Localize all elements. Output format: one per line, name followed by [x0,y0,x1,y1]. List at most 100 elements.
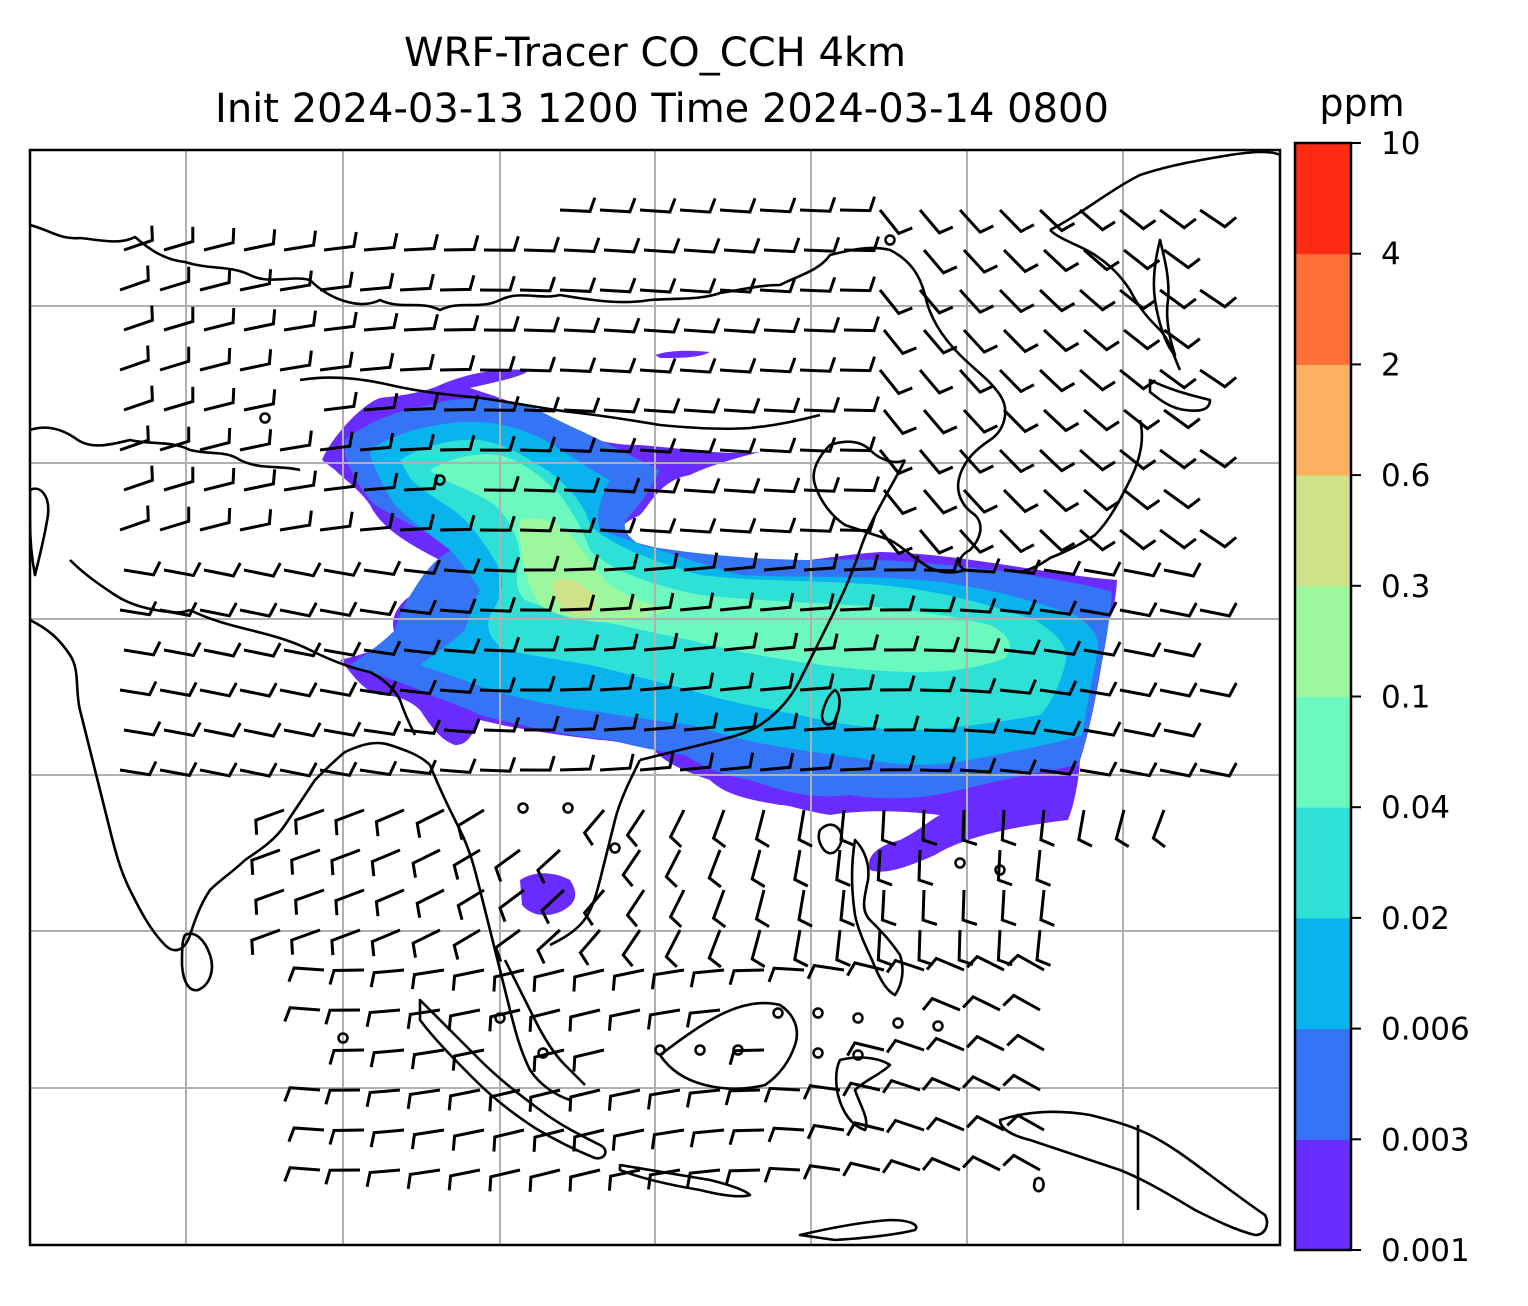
coast-pakistan-border [69,559,191,614]
wind-barb [603,317,641,334]
calm-wind-marker [994,864,1006,876]
wind-barb [719,277,757,294]
wind-barb [846,1121,885,1137]
wind-barb [578,929,602,966]
wind-barb [883,715,920,732]
wind-barb [199,267,232,292]
wind-barb [399,433,435,452]
coast-north-eurasia [30,223,927,312]
wind-barb [999,679,1037,695]
wind-barb [962,994,1001,1012]
wind-barb [799,356,837,373]
wind-barb [488,1168,521,1192]
wind-barb [611,1128,645,1151]
wind-barb [399,513,435,532]
wind-barb [711,809,727,849]
wind-barb [203,562,242,578]
wind-barb [479,355,516,372]
calm-wind-marker [494,1012,506,1024]
wind-barb [639,197,677,214]
wind-barb [999,599,1037,615]
wind-barb [685,1008,721,1028]
wind-barb [759,752,795,772]
wind-barb [323,311,358,332]
wind-barb [328,1048,365,1065]
wind-barb [1119,602,1158,618]
wind-barb [456,808,485,841]
wind-barb [599,437,637,454]
wind-barb [759,437,797,454]
wind-barb [279,350,313,372]
wind-barb [839,356,876,373]
wind-barb [719,592,755,612]
wind-barb [839,674,875,692]
wind-barb [1003,639,1041,655]
wind-barb [1083,328,1120,352]
wind-barb [159,426,191,452]
wind-barb [799,196,837,213]
wind-barb [479,756,517,773]
wind-barb [199,682,238,698]
wind-barb [452,848,481,880]
wind-barb [406,1008,441,1030]
wind-barb [1002,408,1039,434]
map-frame [28,148,1282,1247]
colorbar-segment [1295,1139,1351,1251]
wind-barb [799,673,835,692]
wind-barb [917,929,934,967]
colorbar-tick-label: 2 [1381,347,1401,383]
coast-korea-china-border [923,294,1007,572]
wind-barb [563,554,600,572]
calm-wind-marker [434,474,446,486]
calm-wind-marker [694,1044,706,1056]
wind-barb [883,635,920,652]
wind-barb [719,437,757,454]
wind-barb [1163,328,1201,350]
wind-barb [1123,248,1161,271]
wind-barb [519,356,557,373]
wind-barb [919,756,957,773]
wind-barb [918,289,954,315]
wind-barb [763,237,801,254]
wind-barb [163,641,202,658]
wind-barb [519,516,557,533]
wind-barb [1123,562,1162,578]
wind-barb [1000,889,1017,927]
wind-barb [719,357,757,374]
wind-barb [1163,642,1202,658]
wind-barb [683,712,719,732]
wind-barb [323,561,362,577]
coast-central-asia-border [30,426,301,472]
wind-barb [1002,488,1039,514]
wind-barb [639,277,677,294]
wind-barb [683,632,719,652]
wind-barb [922,409,958,435]
wind-barb [1151,809,1166,849]
wind-barb [1079,448,1116,472]
wind-barb [599,357,637,374]
calm-wind-marker [812,1047,824,1059]
wind-barb [1163,408,1201,430]
wind-barb [639,357,677,374]
wind-barb [203,228,236,252]
wind-barb [239,762,278,778]
wind-barb [1042,328,1080,353]
coast-sulawesi [834,1056,892,1132]
wind-barb [621,849,642,888]
wind-barb [797,889,813,928]
wind-barb [443,718,481,734]
wind-barb [415,808,445,839]
wind-barb [1039,600,1078,616]
wind-barb [759,592,795,612]
coast-japan-north [1148,378,1212,412]
wind-barb [683,237,721,254]
wind-barb [540,888,566,925]
wind-barb [451,968,485,991]
colorbar-tick-label: 0.006 [1381,1012,1470,1048]
wind-barb [921,1076,961,1092]
wind-barb [488,1088,521,1112]
wind-barb [962,328,999,354]
wind-barb [962,408,999,434]
wind-barb [839,809,856,847]
wind-barb [532,1048,565,1072]
